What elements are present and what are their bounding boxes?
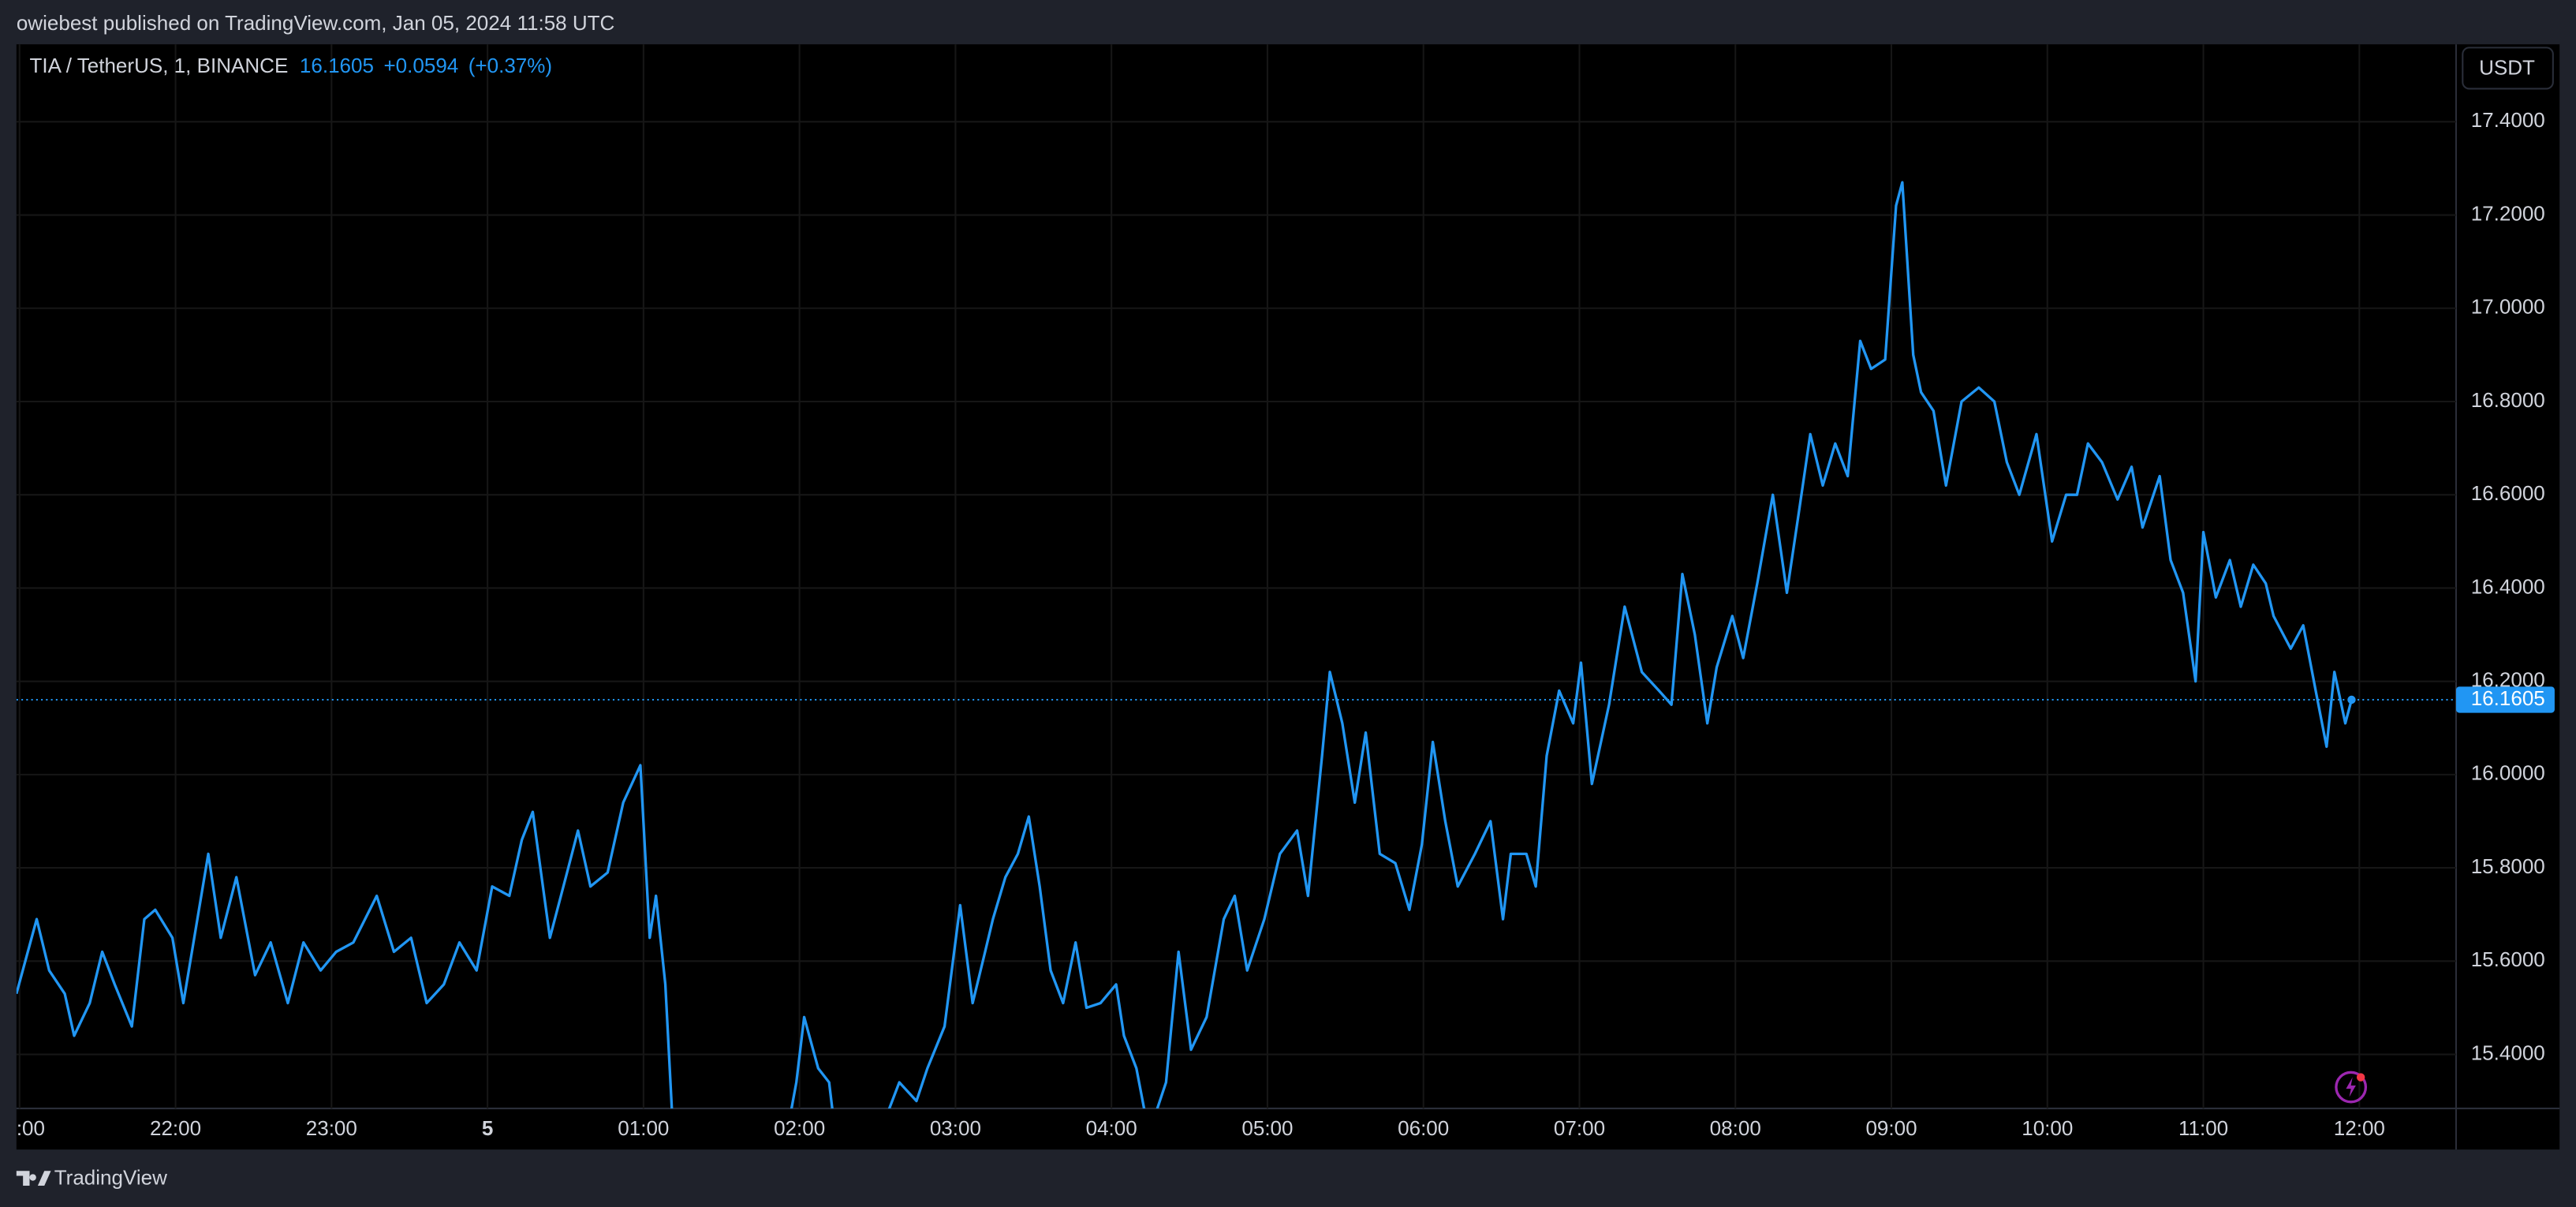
chart-panel: [16, 44, 2560, 1150]
change-pct: (+0.37%): [469, 54, 552, 77]
x-tick-label: 10:00: [2022, 1116, 2073, 1140]
last-point: [2347, 695, 2356, 704]
price-line: [16, 181, 2354, 1109]
brand: TradingView: [54, 1165, 167, 1189]
x-tick-label: 5: [482, 1116, 493, 1140]
x-tick-label: 22:00: [150, 1116, 201, 1140]
tradingview-logo: [16, 1171, 51, 1186]
x-tick-label: 12:00: [2334, 1116, 2385, 1140]
change: +0.0594: [383, 54, 458, 77]
x-tick-label: 07:00: [1554, 1116, 1605, 1140]
x-tick-label: :00: [17, 1116, 45, 1140]
symbol: TIA / TetherUS, 1, BINANCE: [29, 54, 288, 77]
x-tick-label: 01:00: [618, 1116, 669, 1140]
y-tick-label: 16.6000: [2471, 481, 2545, 505]
x-tick-label: 03:00: [930, 1116, 981, 1140]
y-tick-label: 16.0000: [2471, 761, 2545, 785]
x-tick-label: 11:00: [2178, 1116, 2228, 1140]
x-tick-label: 05:00: [1241, 1116, 1293, 1140]
publisher: owiebest published on TradingView.com, J…: [17, 11, 615, 35]
alert-icon[interactable]: [2335, 1071, 2368, 1104]
y-tick-label: 17.4000: [2471, 108, 2545, 132]
last-price-badge: [2455, 686, 2555, 713]
y-tick-label: 17.2000: [2471, 201, 2545, 225]
y-tick-label: 15.8000: [2471, 854, 2545, 878]
y-tick-label: 16.8000: [2471, 388, 2545, 412]
x-tick-label: 23:00: [306, 1116, 357, 1140]
x-tick-label: 06:00: [1398, 1116, 1449, 1140]
x-tick-label: 04:00: [1086, 1116, 1137, 1140]
y-tick-label: 16.4000: [2471, 574, 2545, 598]
axes: 15.400015.600015.800016.000016.200016.40…: [17, 108, 2555, 1140]
x-tick-label: 08:00: [1710, 1116, 1761, 1140]
last-price-badge-label: 16.1605: [2471, 686, 2545, 710]
currency[interactable]: USDT: [2479, 55, 2535, 79]
currency-button[interactable]: [2462, 47, 2554, 90]
y-tick-label: 17.0000: [2471, 295, 2545, 319]
last-price: 16.1605: [300, 54, 374, 77]
y-tick-label: 15.6000: [2471, 947, 2545, 971]
plot: [16, 181, 2456, 1109]
y-tick-label: 15.4000: [2471, 1041, 2545, 1064]
x-tick-label: 09:00: [1865, 1116, 1917, 1140]
x-tick-label: 02:00: [774, 1116, 825, 1140]
grid: [16, 44, 2456, 1109]
